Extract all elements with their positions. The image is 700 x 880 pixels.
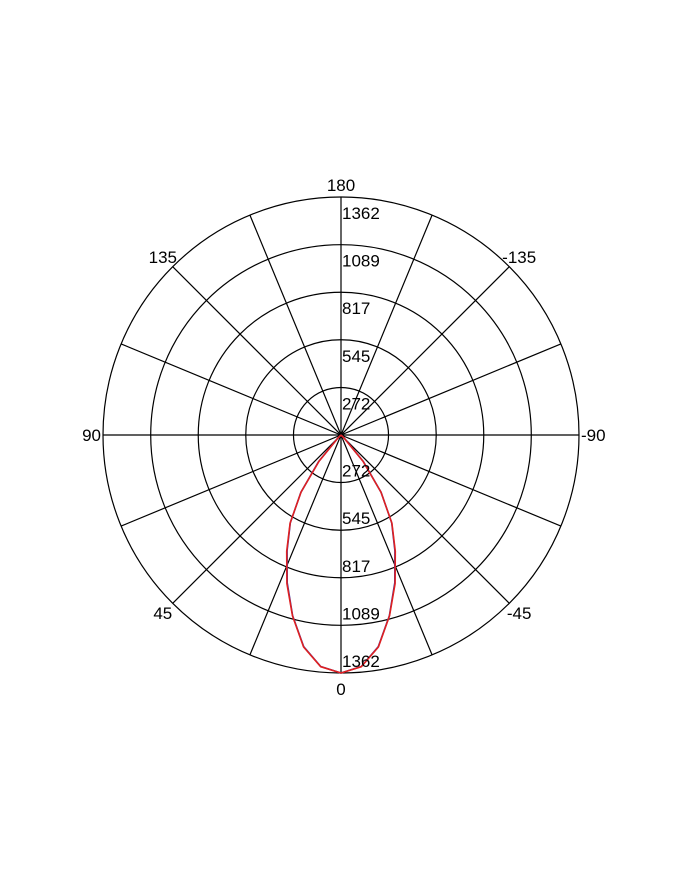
intensity-curves — [285, 434, 397, 674]
angle-label: 45 — [153, 604, 172, 623]
angle-label: -135 — [502, 248, 536, 267]
chart-labels: 272 272 545 545 817 817 1089 1089 1362 1362 180 135… — [82, 176, 606, 699]
radial-label-bottom: 1362 — [342, 652, 380, 671]
radial-label-bottom: 545 — [342, 509, 370, 528]
series-curve-2 — [285, 434, 397, 674]
radial-label-top: 817 — [342, 299, 370, 318]
angle-label: 90 — [82, 426, 101, 445]
radial-label-bottom: 1089 — [342, 604, 380, 623]
angle-label: 0 — [336, 680, 345, 699]
angle-label: -45 — [507, 604, 532, 623]
angle-label: 135 — [149, 248, 177, 267]
radial-label-bottom: 272 — [342, 462, 370, 481]
radial-label-top: 545 — [342, 347, 370, 366]
radial-label-top: 272 — [342, 394, 370, 413]
angle-label: 180 — [327, 176, 355, 195]
radial-label-top: 1362 — [342, 204, 380, 223]
radial-label-bottom: 817 — [342, 557, 370, 576]
angle-label: -90 — [581, 426, 606, 445]
radial-label-top: 1089 — [342, 252, 380, 271]
